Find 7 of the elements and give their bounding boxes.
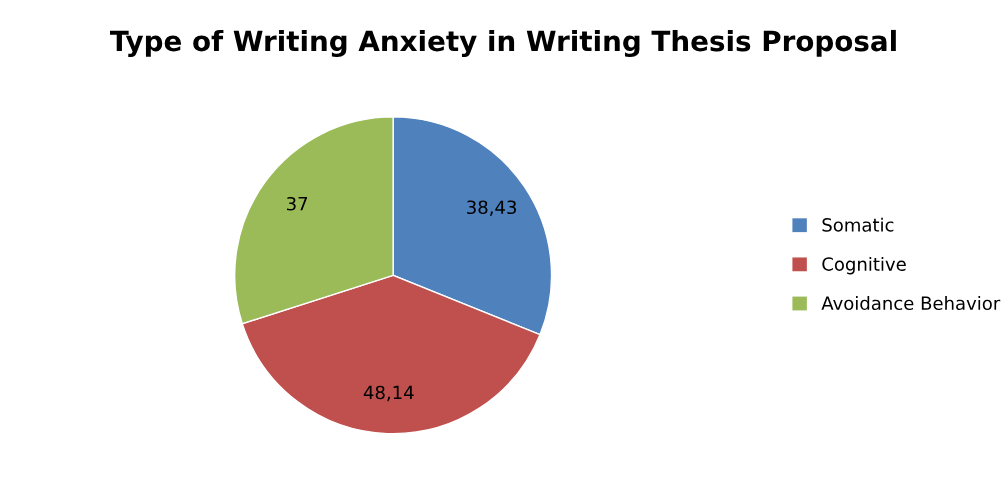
data-label: 37	[287, 196, 308, 211]
legend-label: Somatic	[822, 217, 894, 232]
chart-title: Type of Writing Anxiety in Writing Thesis Proposal	[109, 29, 896, 58]
data-label: 38,43	[467, 200, 516, 216]
data-label: 48,14	[363, 385, 414, 402]
legend-label: Cognitive	[822, 256, 906, 275]
legend-label: Avoidance Behavior	[821, 296, 1001, 311]
